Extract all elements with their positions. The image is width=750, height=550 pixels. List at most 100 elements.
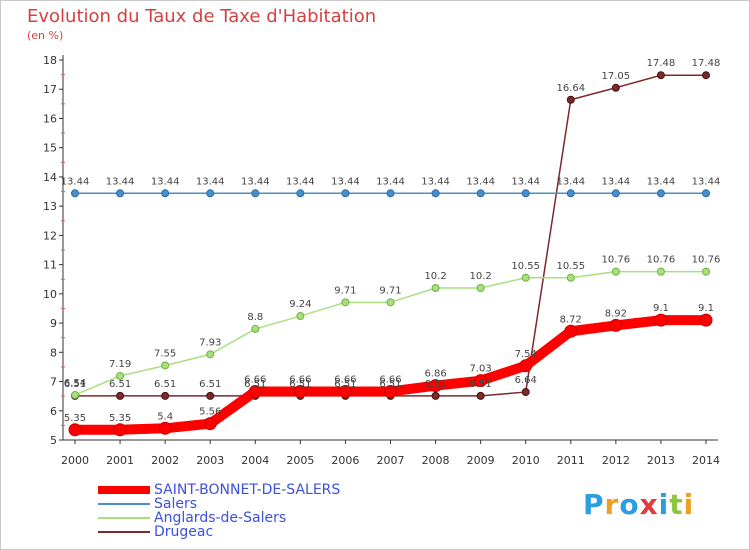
data-point xyxy=(702,267,710,276)
data-label: 13.44 xyxy=(241,176,270,187)
data-label: 10.76 xyxy=(647,255,676,266)
x-tick-label: 2013 xyxy=(647,454,675,467)
data-point xyxy=(611,267,620,276)
data-point xyxy=(251,189,260,198)
data-label: 10.2 xyxy=(470,271,492,282)
logo-letter: i xyxy=(683,488,695,521)
data-point xyxy=(293,384,307,398)
data-label: 6.66 xyxy=(334,374,356,385)
data-point xyxy=(296,189,305,198)
data-point xyxy=(158,421,172,435)
data-point xyxy=(206,350,215,359)
data-point xyxy=(386,189,395,198)
legend: SAINT-BONNET-DE-SALERS Salers Anglards-de-… xyxy=(98,483,340,539)
data-point xyxy=(206,189,215,198)
data-label: 13.44 xyxy=(602,176,631,187)
legend-item: Drugeac xyxy=(98,525,340,539)
data-label: 6.66 xyxy=(289,374,311,385)
data-label: 5.35 xyxy=(64,413,86,424)
data-label: 13.44 xyxy=(647,176,676,187)
data-point xyxy=(161,361,170,370)
legend-swatch xyxy=(98,517,150,519)
data-point xyxy=(519,359,533,373)
x-tick-label: 2012 xyxy=(602,454,630,467)
data-label: 6.51 xyxy=(379,379,401,390)
data-label: 8.8 xyxy=(247,312,263,323)
data-point xyxy=(113,423,127,437)
data-label: 6.66 xyxy=(244,374,266,385)
data-point xyxy=(386,298,395,307)
proxiti-logo: Proxiti xyxy=(583,488,694,521)
legend-label: SAINT-BONNET-DE-SALERS xyxy=(154,482,341,498)
series-lines xyxy=(68,71,713,437)
logo-letter: x xyxy=(639,488,659,521)
data-point xyxy=(611,83,620,92)
data-label: 6.54 xyxy=(64,378,86,389)
data-label: 6.86 xyxy=(424,369,446,380)
data-point xyxy=(474,374,488,388)
data-point xyxy=(566,273,575,282)
chart-subtitle: (en %) xyxy=(27,29,64,42)
data-point xyxy=(656,189,665,198)
data-label: 10.55 xyxy=(511,261,540,272)
x-tick-label: 2002 xyxy=(151,454,179,467)
data-point xyxy=(296,312,305,321)
x-tick-label: 2005 xyxy=(286,454,314,467)
data-label: 13.44 xyxy=(556,176,585,187)
data-label: 10.2 xyxy=(424,271,446,282)
y-tick-label: 15 xyxy=(43,142,57,155)
axes: 5 6 7 8 9 10 11 12 13 14 15 16 17 18 2000 2001 2002 2003 2… xyxy=(43,54,720,467)
data-point xyxy=(656,71,665,80)
data-point xyxy=(203,417,217,431)
logo-letter: r xyxy=(604,488,620,521)
data-point xyxy=(161,391,170,400)
data-point xyxy=(609,318,623,332)
x-tick-label: 2007 xyxy=(377,454,405,467)
data-point xyxy=(566,189,575,198)
data-point xyxy=(702,189,710,198)
data-label: 5.4 xyxy=(157,411,173,422)
legend-label: Drugeac xyxy=(154,524,214,540)
data-label: 16.64 xyxy=(556,83,585,94)
data-label: 9.1 xyxy=(653,303,669,314)
x-tick-label: 2010 xyxy=(512,454,540,467)
data-label: 7.19 xyxy=(109,359,131,370)
data-point xyxy=(68,423,82,437)
data-point xyxy=(476,189,485,198)
legend-item: Anglards-de-Salers xyxy=(98,511,340,525)
data-point xyxy=(341,298,350,307)
data-label: 13.44 xyxy=(421,176,450,187)
x-tick-label: 2001 xyxy=(106,454,134,467)
data-label: 7.54 xyxy=(515,349,537,360)
data-point xyxy=(431,391,440,400)
series-labels: 13.44 13.44 13.44 13.44 13.44 13.44 13.44 13.44… xyxy=(61,58,721,424)
legend-swatch xyxy=(98,486,150,494)
data-label: 13.44 xyxy=(151,176,180,187)
data-point xyxy=(656,267,665,276)
data-label: 9.24 xyxy=(289,299,311,310)
data-label: 10.76 xyxy=(602,255,631,266)
data-label: 8.92 xyxy=(605,308,627,319)
data-point xyxy=(431,284,440,292)
data-point xyxy=(161,189,170,198)
data-point xyxy=(71,189,79,198)
x-tick-label: 2004 xyxy=(241,454,269,467)
data-point xyxy=(521,189,530,198)
y-tick-label: 18 xyxy=(43,54,57,67)
data-label: 6.51 xyxy=(154,379,176,390)
data-point xyxy=(206,391,215,400)
data-label: 17.48 xyxy=(647,58,676,69)
data-point xyxy=(521,388,530,397)
logo-letter: i xyxy=(658,488,670,521)
data-point xyxy=(384,384,397,398)
data-label: 13.44 xyxy=(376,176,405,187)
data-point xyxy=(248,384,262,398)
data-point xyxy=(116,391,125,400)
data-label: 6.51 xyxy=(64,379,86,390)
data-label: 6.51 xyxy=(109,379,131,390)
data-point xyxy=(521,273,530,282)
y-tick-label: 14 xyxy=(43,171,57,184)
data-label: 9.71 xyxy=(379,285,401,296)
y-tick-label: 17 xyxy=(43,83,57,96)
data-point xyxy=(116,371,125,380)
